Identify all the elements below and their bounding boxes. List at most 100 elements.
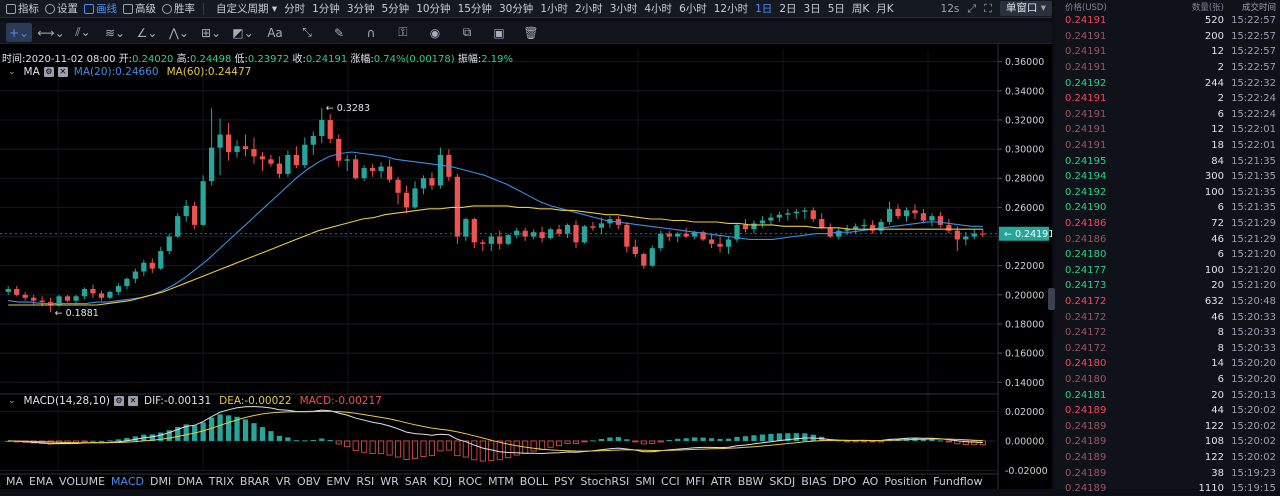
trend-line-tool-icon[interactable]: ⫽⌄ (75, 25, 91, 39)
eye-tool-icon[interactable]: ◉ (429, 25, 441, 40)
period-17[interactable]: 周K (851, 3, 870, 15)
indicator-tab-21[interactable]: CCI (661, 475, 680, 488)
period-7[interactable]: 1小时 (540, 3, 568, 15)
settings-button[interactable]: 设置 (45, 1, 78, 16)
trade-row: 0.24191 2 15:22:24 (1055, 91, 1280, 107)
candle-body (344, 159, 350, 161)
advanced-button[interactable]: 高级 (123, 1, 156, 16)
indicator-tab-25[interactable]: SKDJ (769, 475, 796, 488)
indicator-tab-22[interactable]: MFI (685, 475, 705, 488)
chart-area[interactable]: 0.36000 0.34000 0.32000 0.30000 0.28000 0.260… (0, 44, 1052, 489)
text-tool-icon[interactable]: Aa (267, 25, 283, 40)
indicator-tab-17[interactable]: BOLL (519, 475, 549, 488)
indicators-button[interactable]: 指标 (6, 1, 39, 16)
candle-body (200, 181, 206, 225)
fib-tool-icon[interactable]: ⊞⌄ (200, 25, 222, 40)
macd-histogram-bar (776, 433, 783, 441)
period-14[interactable]: 2日 (779, 3, 797, 15)
indicator-tab-20[interactable]: SMI (635, 475, 656, 488)
candle-body (124, 278, 130, 287)
indicator-tab-5[interactable]: DMA (177, 475, 203, 488)
custom-period-dropdown[interactable]: 自定义周期 ▾ (216, 3, 278, 15)
indicator-tab-24[interactable]: BBW (737, 475, 764, 488)
draw-button[interactable]: 画线 (84, 1, 117, 16)
indicator-tab-10[interactable]: EMV (326, 475, 351, 488)
indicator-tab-3[interactable]: MACD (111, 475, 145, 488)
indicator-tab-14[interactable]: KDJ (433, 475, 453, 488)
candle-body (302, 144, 308, 166)
period-2[interactable]: 3分钟 (346, 3, 375, 15)
period-9[interactable]: 3小时 (609, 3, 638, 15)
period-0[interactable]: 分时 (284, 3, 306, 15)
indicator-tab-0[interactable]: MA (6, 475, 24, 488)
indicator-tab-28[interactable]: AO (862, 475, 879, 488)
fullscreen-icon[interactable]: ⛶ (984, 1, 992, 15)
indicator-tab-13[interactable]: SAR (404, 475, 428, 488)
angle-tool-icon[interactable]: ∠⌄ (136, 25, 158, 40)
indicator-tab-29[interactable]: Position (884, 475, 928, 488)
measure-tool-icon[interactable]: ⤡ (302, 25, 312, 39)
single-window-dropdown[interactable]: 单窗口 ▾ (999, 1, 1052, 16)
period-10[interactable]: 4小时 (644, 3, 673, 15)
period-8[interactable]: 2小时 (575, 3, 603, 15)
trade-price: 0.24180 (1065, 358, 1107, 370)
crosshair-tool-icon[interactable]: +⌄ (6, 23, 32, 42)
copy-tool-icon[interactable]: ⧉ (462, 25, 472, 39)
period-1[interactable]: 1分钟 (312, 3, 340, 15)
macd-histogram-bar (98, 440, 105, 442)
period-18[interactable]: 月K (876, 3, 894, 15)
ruler-tool-icon[interactable]: ✎ (333, 25, 345, 40)
period-3[interactable]: 5分钟 (381, 3, 410, 15)
period-16[interactable]: 5日 (827, 3, 845, 15)
indicator-tab-2[interactable]: VOLUME (58, 475, 106, 488)
horizontal-line-tool-icon[interactable]: ⟷⌄ (37, 25, 65, 40)
indicator-tab-4[interactable]: DMI (150, 475, 172, 488)
candle-body (793, 211, 799, 214)
parallel-channel-tool-icon[interactable]: ≋⌄ (104, 25, 126, 40)
settings-icon[interactable]: ⚙ (43, 67, 54, 77)
close-icon[interactable]: ✕ (57, 67, 68, 77)
period-11[interactable]: 6小时 (679, 3, 707, 15)
indicator-tab-19[interactable]: StochRSI (580, 475, 630, 488)
indicator-tab-11[interactable]: RSI (356, 475, 375, 488)
indicator-tab-9[interactable]: OBV (297, 475, 321, 488)
indicator-tab-18[interactable]: PSY (554, 475, 575, 488)
indicator-tab-15[interactable]: ROC (458, 475, 483, 488)
period-6[interactable]: 30分钟 (498, 3, 534, 15)
candle-body (539, 232, 545, 238)
period-15[interactable]: 3日 (803, 3, 821, 15)
indicator-tab-1[interactable]: EMA (29, 475, 53, 488)
trade-time: 15:20:02 (1231, 451, 1276, 463)
trade-time: 15:22:32 (1231, 77, 1276, 89)
settings-icon[interactable]: ⚙ (113, 396, 124, 406)
indicator-tab-12[interactable]: WR (380, 475, 399, 488)
period-12[interactable]: 12小时 (713, 3, 749, 15)
period-4[interactable]: 10分钟 (416, 3, 451, 15)
magnet-tool-icon[interactable]: ∩ (366, 25, 376, 40)
indicator-tab-27[interactable]: DPO (832, 475, 857, 488)
candle-body (505, 235, 511, 244)
indicator-tab-7[interactable]: BRAR (239, 475, 270, 488)
collapse-icon[interactable]: ⌄ (8, 396, 16, 406)
candlestick-chart[interactable]: 0.36000 0.34000 0.32000 0.30000 0.28000 0.260… (0, 44, 1052, 489)
delete-tool-icon[interactable]: 🗑 (523, 25, 539, 40)
trade-qty: 100 (1204, 264, 1224, 276)
close-icon[interactable]: ✕ (127, 396, 138, 406)
indicator-tab-16[interactable]: MTM (488, 475, 514, 488)
wave-tool-icon[interactable]: ⋀⌄ (169, 25, 189, 40)
collapse-icon[interactable]: ⌄ (8, 67, 16, 77)
winrate-button[interactable]: 胜率 (162, 1, 195, 16)
period-13[interactable]: 1日 (755, 3, 773, 15)
panel-collapse-handle[interactable] (1048, 288, 1055, 310)
indicator-tab-26[interactable]: BIAS (801, 475, 827, 488)
pattern-tool-icon[interactable]: ◩⌄ (232, 25, 254, 40)
indicator-tab-8[interactable]: VR (275, 475, 291, 488)
expand-icon[interactable]: ⤢ (967, 1, 977, 15)
period-5[interactable]: 15分钟 (457, 3, 492, 15)
indicator-tab-6[interactable]: TRIX (208, 475, 234, 488)
lock-tool-icon[interactable]: ⚿ (398, 25, 408, 39)
candle-body (98, 293, 105, 298)
hide-tool-icon[interactable]: ▣ (493, 25, 505, 40)
indicator-tab-30[interactable]: Fundflow (933, 475, 983, 488)
indicator-tab-23[interactable]: ATR (710, 475, 732, 488)
